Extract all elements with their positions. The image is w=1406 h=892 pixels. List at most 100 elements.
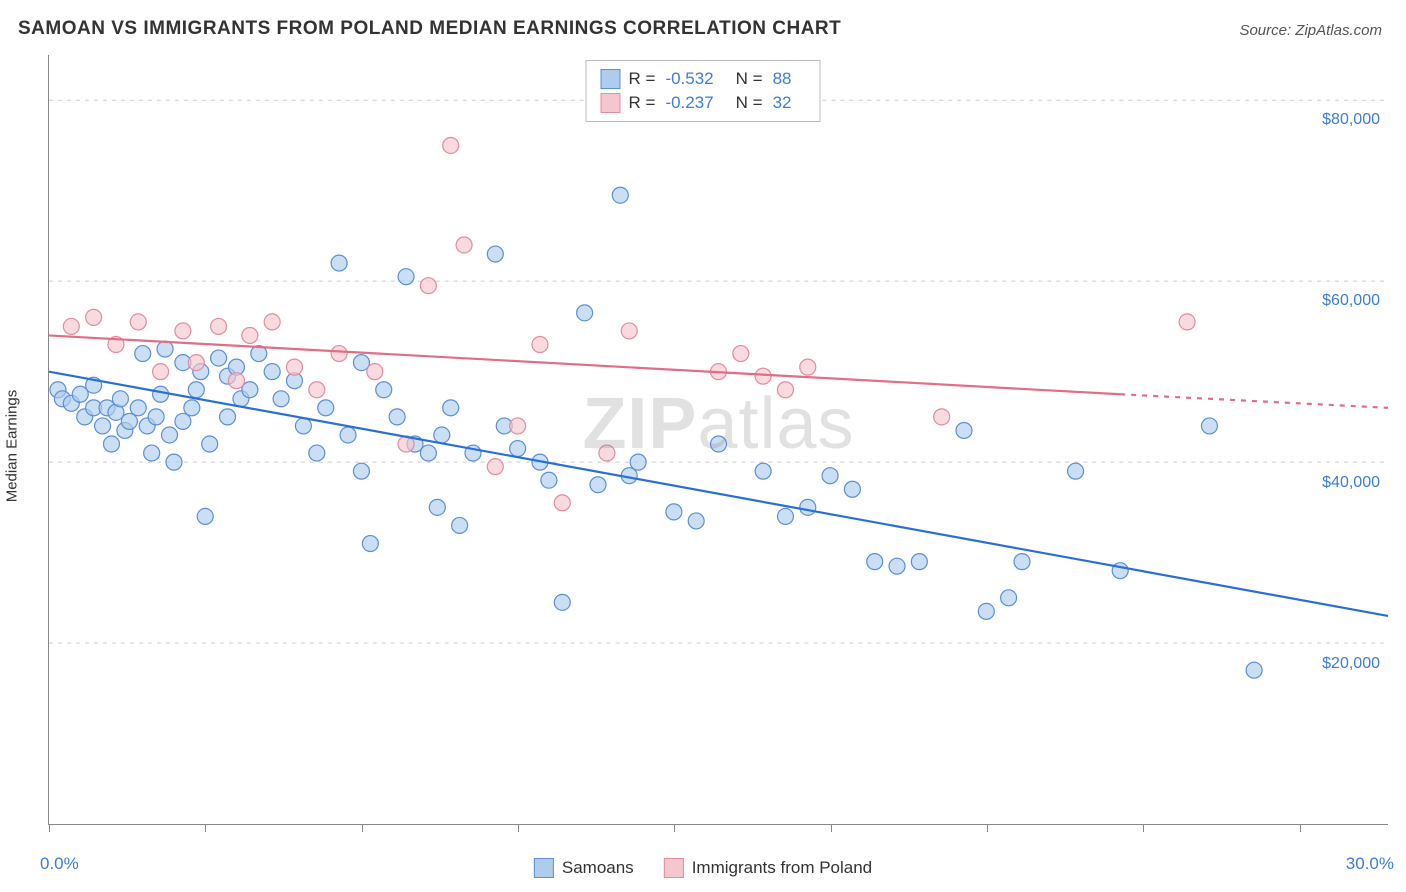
swatch-poland-bottom — [664, 858, 684, 878]
x-tick — [831, 824, 832, 832]
scatter-point — [1179, 314, 1195, 330]
legend-row-samoans: R = -0.532 N = 88 — [601, 67, 806, 91]
scatter-point — [376, 382, 392, 398]
scatter-point — [264, 314, 280, 330]
scatter-point — [389, 409, 405, 425]
scatter-point — [666, 504, 682, 520]
scatter-point — [844, 481, 860, 497]
scatter-point — [1201, 418, 1217, 434]
legend-label-poland: Immigrants from Poland — [692, 858, 872, 878]
scatter-point — [777, 508, 793, 524]
scatter-point — [630, 454, 646, 470]
scatter-point — [577, 305, 593, 321]
chart-plot-area: ZIPatlas $20,000$40,000$60,000$80,000 — [48, 55, 1388, 825]
scatter-point — [456, 237, 472, 253]
scatter-point — [95, 418, 111, 434]
scatter-point — [1068, 463, 1084, 479]
scatter-point — [295, 418, 311, 434]
scatter-point — [554, 495, 570, 511]
regression-line-extrapolated — [1120, 394, 1388, 408]
x-axis-max-label: 30.0% — [1346, 854, 1394, 874]
regression-line — [49, 372, 1388, 616]
scatter-point — [340, 427, 356, 443]
scatter-point — [688, 513, 704, 529]
y-tick-label: $20,000 — [1322, 655, 1380, 673]
scatter-point — [103, 436, 119, 452]
scatter-point — [202, 436, 218, 452]
scatter-point — [398, 269, 414, 285]
scatter-point — [353, 463, 369, 479]
scatter-point — [162, 427, 178, 443]
scatter-point — [184, 400, 200, 416]
scatter-point — [452, 517, 468, 533]
scatter-point — [777, 382, 793, 398]
n-value-poland: 32 — [773, 93, 792, 113]
scatter-point — [318, 400, 334, 416]
scatter-point — [264, 364, 280, 380]
scatter-point — [755, 368, 771, 384]
scatter-point — [911, 554, 927, 570]
n-label: N = — [736, 69, 763, 89]
x-tick — [362, 824, 363, 832]
scatter-point — [175, 323, 191, 339]
scatter-point — [711, 436, 727, 452]
scatter-point — [934, 409, 950, 425]
r-value-samoans: -0.532 — [665, 69, 713, 89]
x-tick — [205, 824, 206, 832]
scatter-point — [541, 472, 557, 488]
r-label: R = — [629, 69, 656, 89]
swatch-poland — [601, 93, 621, 113]
x-tick — [1143, 824, 1144, 832]
x-tick — [49, 824, 50, 832]
scatter-point — [367, 364, 383, 380]
y-tick-label: $80,000 — [1322, 111, 1380, 129]
series-legend: Samoans Immigrants from Poland — [534, 858, 872, 878]
scatter-point — [153, 364, 169, 380]
scatter-point — [211, 350, 227, 366]
scatter-point — [434, 427, 450, 443]
x-tick — [518, 824, 519, 832]
scatter-point — [510, 418, 526, 434]
legend-item-samoans: Samoans — [534, 858, 634, 878]
scatter-point — [621, 323, 637, 339]
n-label: N = — [736, 93, 763, 113]
scatter-point — [429, 499, 445, 515]
regression-line — [49, 335, 1120, 394]
scatter-point — [487, 246, 503, 262]
swatch-samoans — [601, 69, 621, 89]
x-axis-min-label: 0.0% — [40, 854, 79, 874]
scatter-point — [822, 468, 838, 484]
scatter-point — [755, 463, 771, 479]
scatter-point — [309, 382, 325, 398]
scatter-point — [362, 536, 378, 552]
scatter-point — [197, 508, 213, 524]
scatter-point — [800, 359, 816, 375]
scatter-point — [157, 341, 173, 357]
legend-label-samoans: Samoans — [562, 858, 634, 878]
y-tick-label: $60,000 — [1322, 292, 1380, 310]
scatter-point — [130, 314, 146, 330]
scatter-point — [188, 382, 204, 398]
r-value-poland: -0.237 — [665, 93, 713, 113]
scatter-point — [443, 400, 459, 416]
swatch-samoans-bottom — [534, 858, 554, 878]
scatter-point — [510, 441, 526, 457]
scatter-point — [331, 255, 347, 271]
scatter-point — [63, 318, 79, 334]
scatter-point — [599, 445, 615, 461]
scatter-point — [1001, 590, 1017, 606]
scatter-point — [956, 422, 972, 438]
scatter-point — [220, 409, 236, 425]
scatter-point — [175, 413, 191, 429]
scatter-point — [188, 355, 204, 371]
scatter-point — [166, 454, 182, 470]
scatter-point — [420, 445, 436, 461]
scatter-point — [1246, 662, 1262, 678]
scatter-point — [211, 318, 227, 334]
scatter-point — [273, 391, 289, 407]
scatter-point — [443, 137, 459, 153]
scatter-point — [420, 278, 436, 294]
legend-item-poland: Immigrants from Poland — [664, 858, 872, 878]
x-tick — [674, 824, 675, 832]
scatter-point — [130, 400, 146, 416]
